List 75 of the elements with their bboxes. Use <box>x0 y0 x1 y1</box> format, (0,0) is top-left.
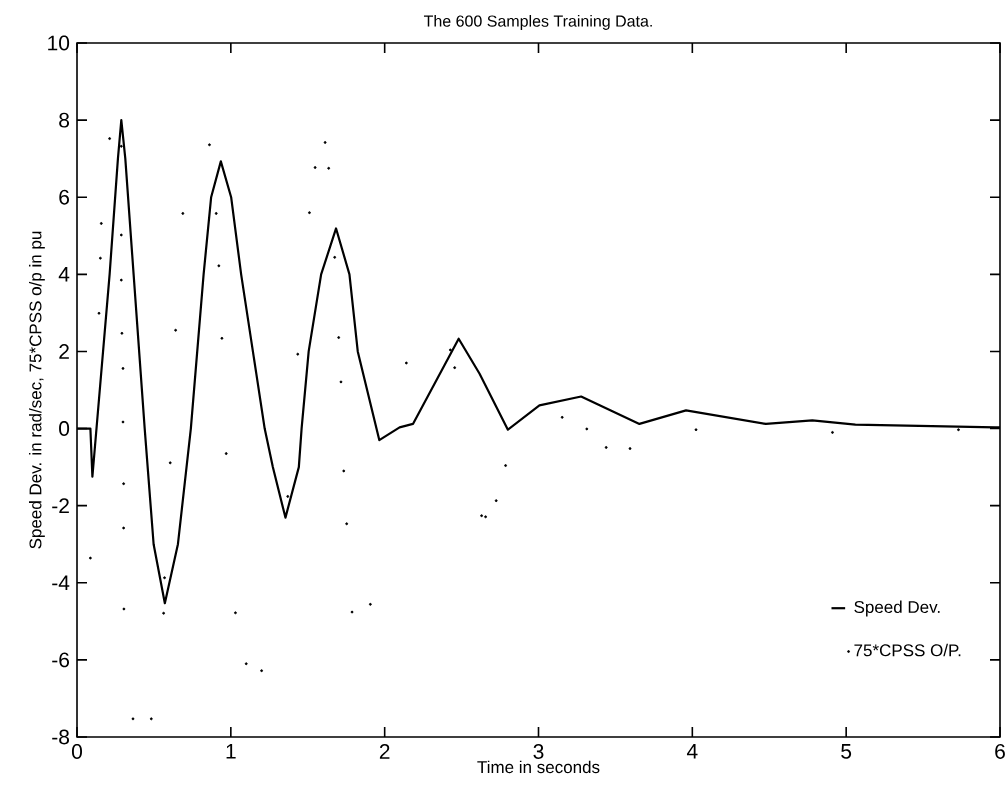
point <box>313 166 317 169</box>
y-tick-label: -2 <box>52 498 69 513</box>
x-tick-label: 5 <box>841 744 852 759</box>
y-tick-label: -8 <box>52 729 70 745</box>
point <box>108 137 112 141</box>
point <box>323 141 327 144</box>
point <box>98 256 102 260</box>
point <box>174 328 178 332</box>
point <box>163 576 166 580</box>
point <box>220 336 224 340</box>
point <box>217 264 221 268</box>
point <box>122 482 126 486</box>
x-tick-label: 6 <box>995 744 1005 759</box>
y-tick-label: -6 <box>52 652 70 668</box>
point <box>296 352 300 356</box>
point <box>339 380 343 384</box>
point <box>604 446 608 449</box>
point <box>337 336 341 339</box>
point <box>333 255 337 259</box>
y-tick-label: 4 <box>58 267 70 282</box>
point <box>244 662 248 666</box>
legend-label: 75*CPSS O/P. <box>854 643 961 657</box>
point <box>404 361 408 365</box>
legend-label: Speed Dev. <box>854 600 940 617</box>
point <box>308 211 311 215</box>
point <box>694 428 698 432</box>
y-tick-label: 2 <box>59 344 69 359</box>
point <box>480 514 483 518</box>
point <box>208 143 211 147</box>
point <box>120 331 124 335</box>
point <box>560 415 564 419</box>
point <box>260 669 263 673</box>
point <box>97 311 101 315</box>
y-tick-label: 8 <box>59 112 70 128</box>
point <box>585 427 589 431</box>
x-tick-label: 1 <box>226 744 236 759</box>
y-tick-label: -4 <box>52 575 70 590</box>
y-tick-label: 10 <box>48 35 70 51</box>
point <box>345 522 349 526</box>
x-tick-label: 2 <box>379 744 390 759</box>
point <box>131 717 135 721</box>
point <box>119 278 123 282</box>
point <box>628 447 632 450</box>
y-axis-title: Speed Dev. in rad/sec, 75*CPSS o/p in pu <box>28 231 45 549</box>
x-axis-title: Time in seconds <box>477 760 600 774</box>
point <box>181 212 185 215</box>
chart-title: The 600 Samples Training Data. <box>423 15 652 30</box>
point <box>119 144 123 148</box>
point <box>99 222 103 225</box>
point <box>88 556 92 560</box>
point <box>448 348 452 352</box>
x-tick-label: 0 <box>71 744 83 759</box>
point <box>122 526 126 530</box>
point <box>494 499 498 503</box>
point <box>121 367 125 370</box>
point <box>168 461 172 465</box>
x-tick-label: 3 <box>533 744 544 759</box>
point <box>121 420 125 424</box>
y-tick-label: 0 <box>59 421 70 436</box>
point <box>286 495 290 498</box>
x-tick-label: 4 <box>686 744 698 759</box>
point <box>327 166 331 170</box>
point <box>342 469 346 473</box>
point <box>453 366 457 370</box>
point <box>484 515 487 519</box>
point <box>214 212 218 215</box>
point <box>149 717 153 721</box>
point <box>831 431 834 434</box>
y-tick-label: 6 <box>59 189 70 205</box>
point <box>122 607 126 611</box>
point <box>162 611 166 615</box>
point <box>368 602 372 606</box>
point <box>234 611 237 615</box>
point <box>957 428 960 432</box>
point <box>504 464 507 467</box>
